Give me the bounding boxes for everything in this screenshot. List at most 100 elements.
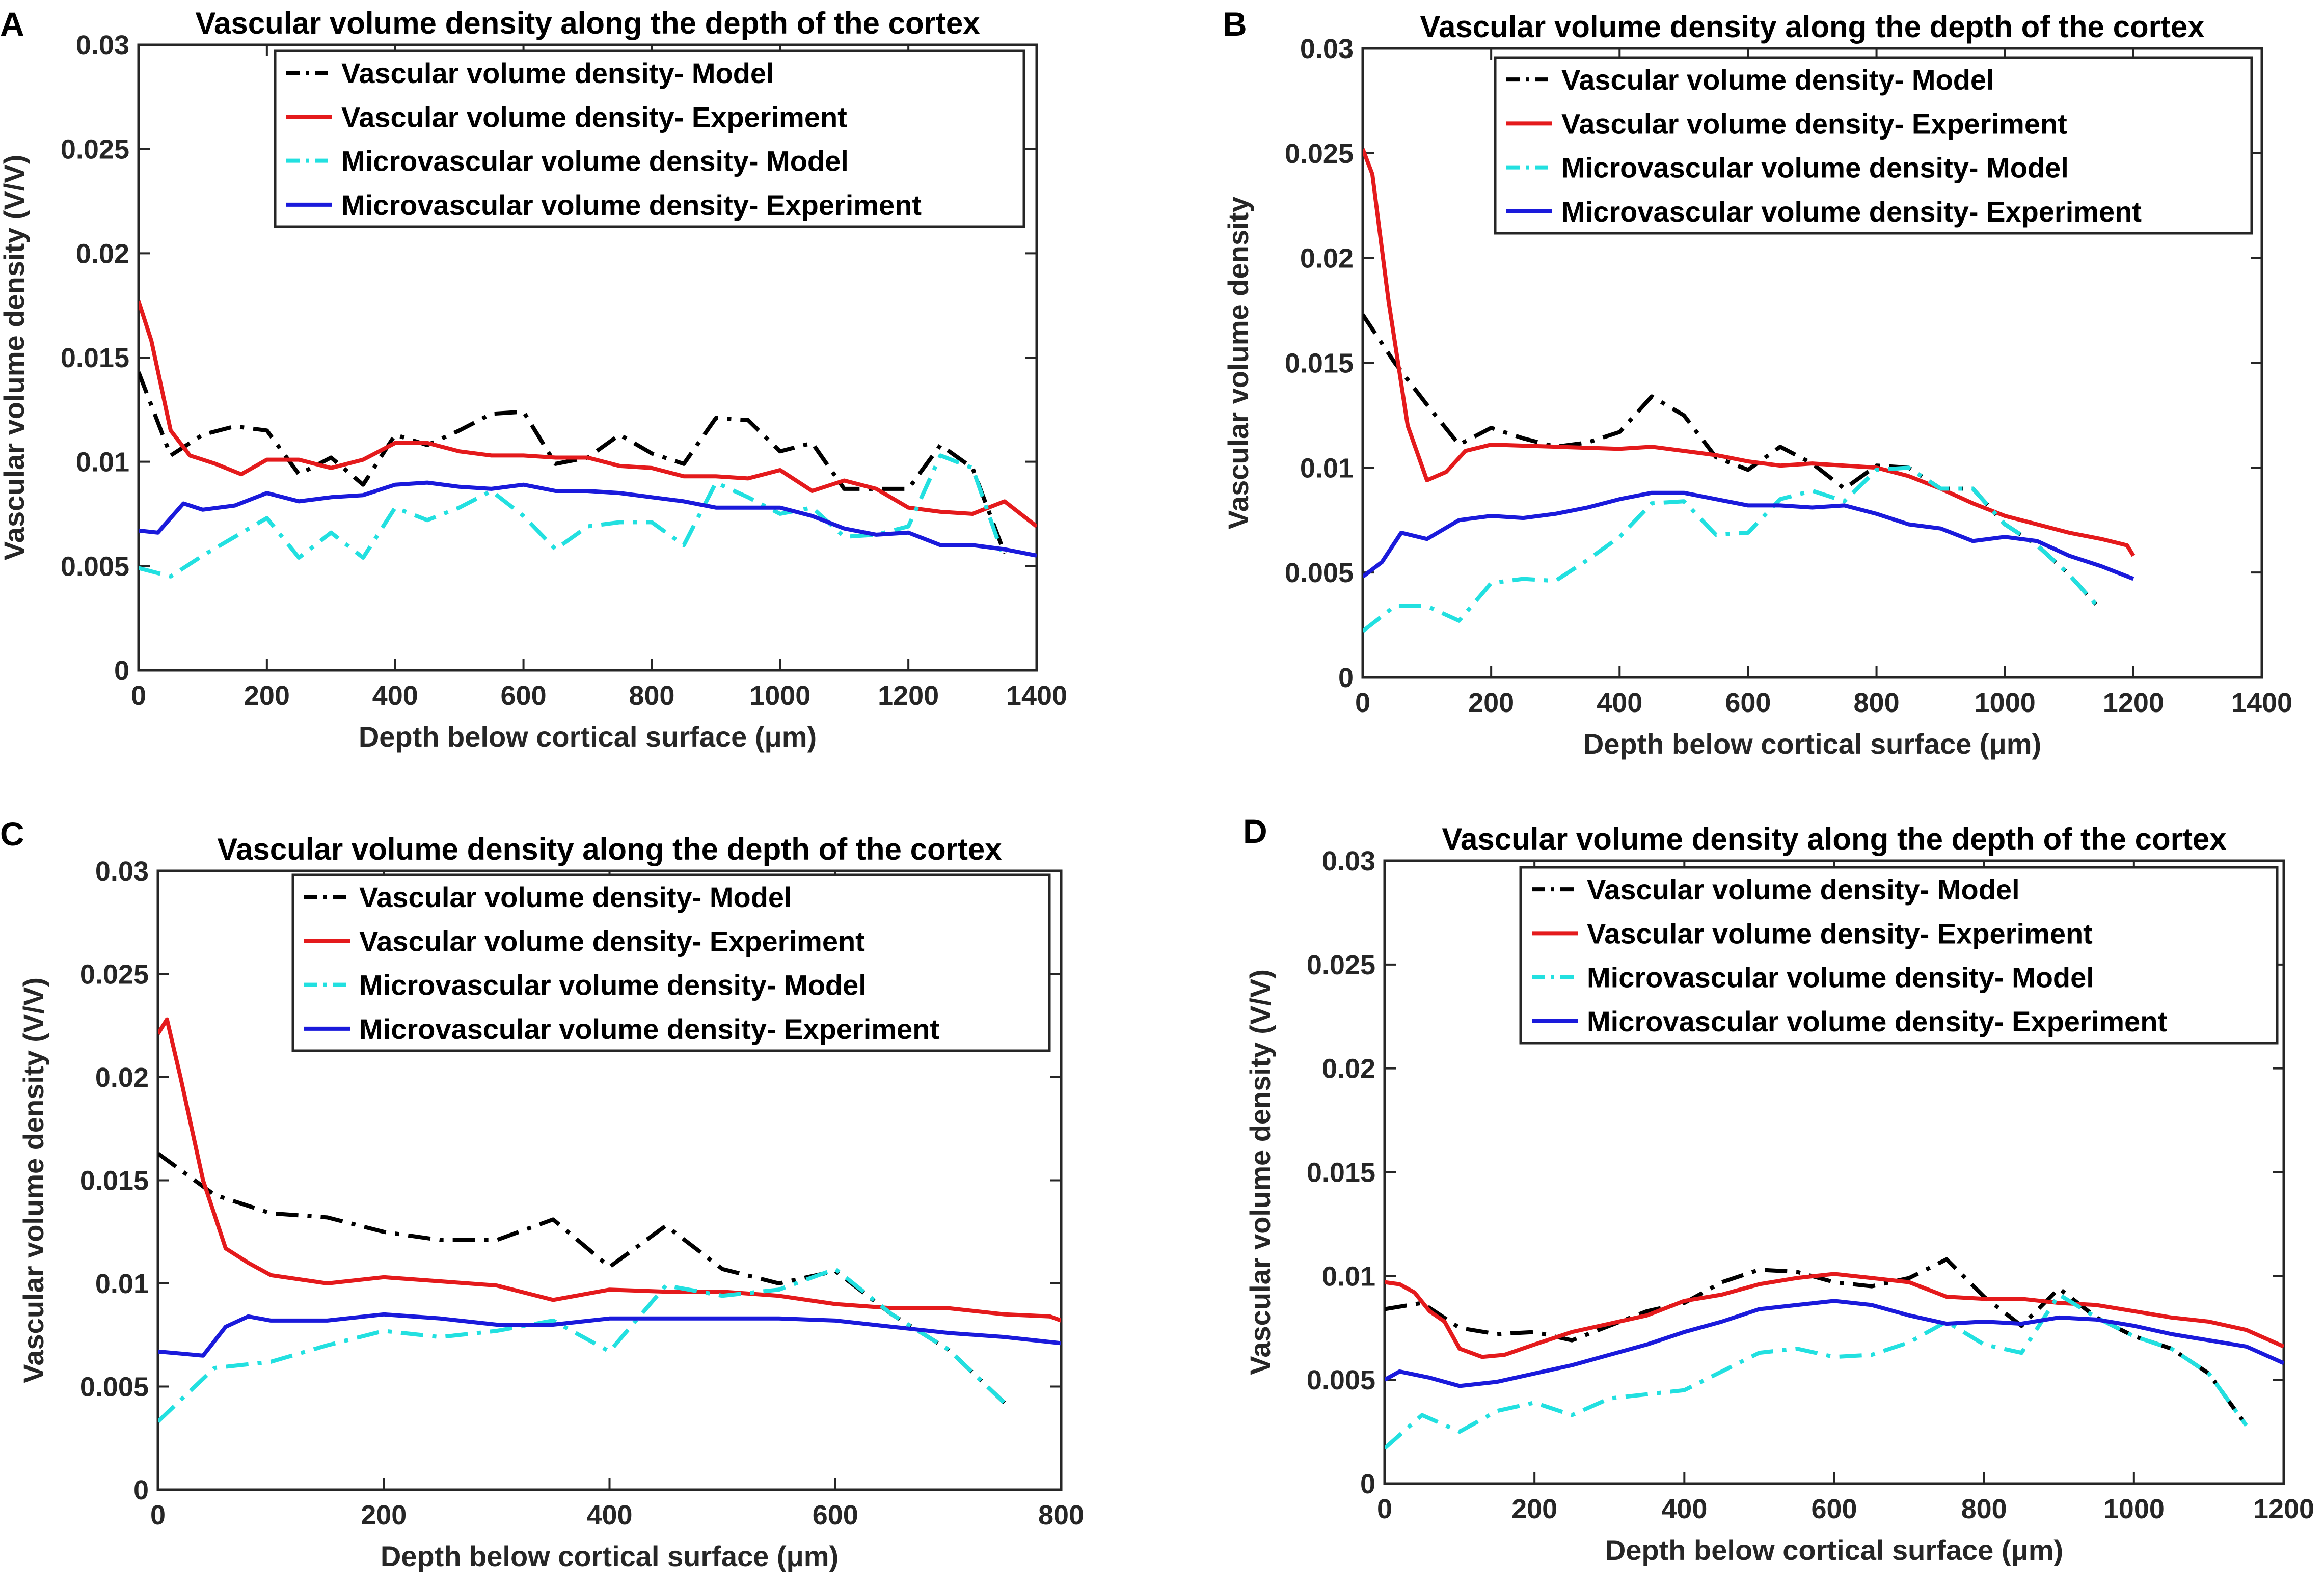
panel-letter: C: [0, 815, 24, 853]
y-axis-label: Vascular volume density (V/V): [0, 155, 30, 561]
legend-label: Microvascular volume density- Experiment: [359, 1013, 939, 1045]
y-tick-label: 0.025: [1307, 950, 1375, 980]
x-tick-label: 1200: [2253, 1494, 2314, 1524]
panel-a: A Vascular volume density along the depth…: [0, 5, 1067, 753]
x-tick-label: 0: [1377, 1494, 1392, 1524]
x-tick-label: 1000: [1975, 688, 2036, 718]
x-tick-label: 200: [1511, 1494, 1557, 1524]
y-axis-label: Vascular volume density (V/V): [17, 977, 49, 1383]
x-tick-label: 200: [361, 1500, 407, 1530]
legend-label: Vascular volume density- Model: [341, 57, 774, 89]
series-line-4: [1385, 1299, 2284, 1388]
y-axis-label: Vascular volume density (V/V): [1244, 969, 1276, 1375]
legend-label: Vascular volume density- Experiment: [1561, 107, 2067, 140]
chart-title: Vascular volume density along the depth …: [1420, 10, 2204, 44]
x-axis-label: Depth below cortical surface (μm): [381, 1540, 839, 1572]
x-tick-label: 400: [372, 680, 418, 711]
legend-box: [274, 49, 1025, 228]
y-tick-label: 0.015: [61, 343, 129, 373]
x-tick-label: 200: [244, 680, 290, 711]
x-tick-label: 400: [1661, 1494, 1707, 1524]
legend-label: Microvascular volume density- Model: [1561, 152, 2069, 184]
legend-label: Microvascular volume density- Model: [1587, 962, 2094, 994]
x-tick-label: 1000: [749, 680, 810, 711]
x-tick-label: 800: [1961, 1494, 2007, 1524]
y-tick-label: 0: [1360, 1469, 1375, 1499]
x-tick-label: 200: [1468, 688, 1514, 718]
y-tick-label: 0: [1338, 663, 1354, 693]
y-tick-label: 0: [114, 655, 129, 686]
x-tick-label: 0: [1355, 688, 1370, 718]
x-axis-label: Depth below cortical surface (μm): [1583, 728, 2041, 760]
legend-label: Vascular volume density- Model: [1561, 64, 1994, 96]
legend-label: Microvascular volume density- Model: [359, 969, 867, 1001]
legend-label: Vascular volume density- Model: [1587, 873, 2020, 906]
series-line-2: [1363, 148, 2136, 557]
series-line-4: [1363, 490, 2134, 581]
legend-box: [291, 873, 1051, 1052]
y-tick-label: 0.03: [1300, 34, 1354, 64]
legend-label: Vascular volume density- Experiment: [1587, 917, 2093, 949]
x-tick-label: 400: [586, 1500, 632, 1530]
x-axis-label: Depth below cortical surface (μm): [359, 721, 817, 753]
y-tick-label: 0.025: [80, 960, 149, 990]
y-tick-label: 0.015: [1285, 348, 1354, 379]
legend: Vascular volume density- Model Vascular v…: [274, 49, 1025, 228]
y-tick-label: 0.015: [80, 1166, 149, 1196]
x-tick-label: 0: [131, 680, 146, 711]
y-tick-label: 0.01: [95, 1269, 149, 1299]
x-tick-label: 800: [1038, 1500, 1084, 1530]
series-line-3: [1363, 465, 2103, 633]
legend-box: [1494, 56, 2253, 235]
legend: Vascular volume density- Model Vascular v…: [1519, 866, 2279, 1045]
x-axis-label: Depth below cortical surface (μm): [1605, 1534, 2063, 1566]
x-tick-label: 800: [629, 680, 674, 711]
legend-label: Microvascular volume density- Experiment: [341, 189, 922, 221]
y-tick-label: 0.005: [1307, 1365, 1375, 1395]
legend: Vascular volume density- Model Vascular v…: [291, 873, 1051, 1052]
series-line-3: [139, 453, 1007, 579]
chart-title: Vascular volume density along the depth …: [195, 6, 980, 40]
x-tick-label: 600: [1811, 1494, 1857, 1524]
panel-c: C Vascular volume density along the depth…: [0, 815, 1084, 1572]
x-tick-label: 1400: [1006, 680, 1067, 711]
series-line-2: [139, 300, 1037, 528]
y-tick-label: 0.01: [1322, 1261, 1375, 1292]
x-tick-label: 800: [1854, 688, 1900, 718]
x-tick-label: 600: [501, 680, 547, 711]
y-tick-label: 0.02: [95, 1062, 149, 1093]
legend-label: Vascular volume density- Experiment: [341, 101, 847, 133]
legend-label: Microvascular volume density- Experiment: [1587, 1005, 2167, 1037]
y-tick-label: 0.02: [1300, 243, 1354, 274]
series-line-3: [158, 1267, 1006, 1423]
series-line-2: [1385, 1272, 2284, 1359]
y-tick-label: 0.02: [76, 238, 129, 269]
legend-label: Vascular volume density- Model: [359, 881, 792, 913]
series-line-2: [158, 1017, 1061, 1323]
x-tick-label: 600: [813, 1500, 858, 1530]
legend-label: Vascular volume density- Experiment: [359, 925, 865, 957]
legend-label: Microvascular volume density- Experiment: [1561, 196, 2142, 228]
y-tick-label: 0.005: [61, 551, 129, 582]
series-line-1: [139, 371, 1007, 555]
y-tick-label: 0.02: [1322, 1054, 1375, 1084]
y-tick-label: 0.03: [1322, 846, 1375, 876]
y-tick-label: 0.005: [1285, 558, 1354, 588]
x-tick-label: 1400: [2231, 688, 2292, 718]
legend: Vascular volume density- Model Vascular v…: [1494, 56, 2253, 235]
panel-b: B Vascular volume density along the depth…: [1222, 5, 2292, 760]
legend-label: Microvascular volume density- Model: [341, 145, 849, 177]
y-tick-label: 0.03: [95, 856, 149, 887]
panel-letter: B: [1223, 5, 1247, 43]
y-tick-label: 0.005: [80, 1372, 149, 1403]
x-tick-label: 1200: [878, 680, 939, 711]
y-tick-label: 0.01: [76, 447, 129, 478]
y-tick-label: 0.01: [1300, 453, 1354, 483]
chart-title: Vascular volume density along the depth …: [1442, 822, 2226, 856]
y-tick-label: 0.03: [76, 30, 129, 61]
panel-d: D Vascular volume density along the depth…: [1243, 812, 2314, 1566]
y-tick-label: 0.025: [1285, 139, 1354, 169]
x-tick-label: 1200: [2103, 688, 2164, 718]
y-tick-label: 0.015: [1307, 1158, 1375, 1188]
